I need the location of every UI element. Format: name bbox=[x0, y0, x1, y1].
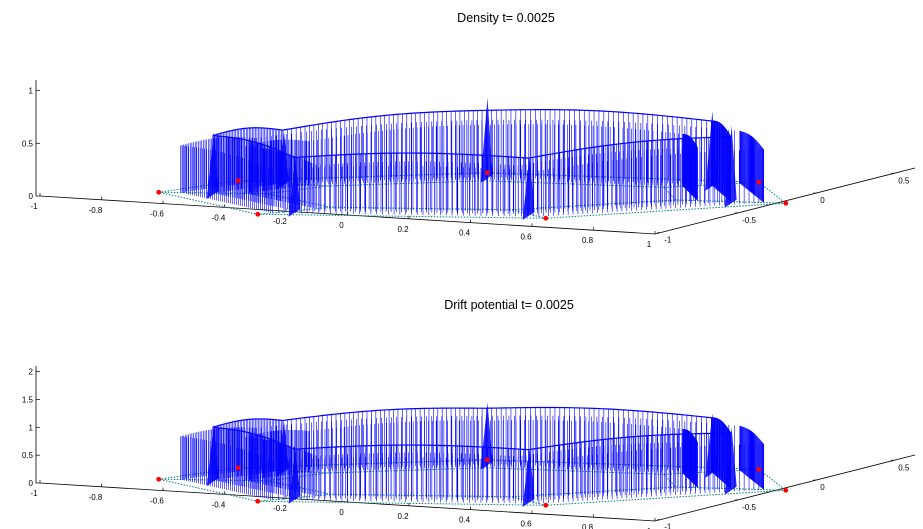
axes: -1 -0.8 -0.6 -0.4 -0.2 0 0.2 0.4 0.6 0.8 1 -1 -0.5 0 0… bbox=[22, 80, 916, 249]
x-tick-label: -0.4 bbox=[212, 500, 226, 509]
y-tick-label: -1 bbox=[664, 523, 672, 529]
hub-wedge bbox=[705, 110, 718, 191]
vertex-marker bbox=[484, 457, 490, 463]
vertex-marker bbox=[156, 189, 162, 195]
drift-potential-plot-title: Drift potential t= 0.0025 bbox=[444, 298, 574, 312]
vertex-marker bbox=[156, 476, 162, 482]
z-tick-label: 0 bbox=[29, 479, 34, 488]
hub-wedge bbox=[276, 130, 289, 190]
x-tick-label: 1 bbox=[647, 240, 652, 249]
hub-wedge bbox=[288, 158, 301, 217]
y-tick-label: 0.5 bbox=[898, 176, 910, 185]
z-tick-label: 1.5 bbox=[22, 395, 34, 404]
x-tick-label: -0.6 bbox=[150, 210, 164, 219]
x-tick-label: 0.2 bbox=[397, 512, 409, 521]
x-tick-label: 0.4 bbox=[459, 516, 471, 525]
y-tick-label: 0 bbox=[820, 196, 825, 205]
hub-wedge bbox=[522, 448, 535, 507]
z-tick-label: 1 bbox=[29, 87, 34, 96]
vertex-marker bbox=[484, 170, 490, 176]
x-tick-label: -0.2 bbox=[273, 504, 287, 513]
x-tick-label: -0.2 bbox=[273, 217, 287, 226]
hub-wedge bbox=[705, 413, 718, 478]
y-tick-label: -0.5 bbox=[742, 503, 756, 512]
stem-envelope bbox=[212, 109, 732, 159]
vertex-marker bbox=[255, 498, 261, 504]
hub-wedge bbox=[276, 420, 289, 477]
outer-ground-curve bbox=[158, 172, 788, 219]
x-tick-label: 0.4 bbox=[459, 229, 471, 238]
stem-marks bbox=[180, 97, 765, 220]
x-tick-label: -0.8 bbox=[89, 206, 103, 215]
z-tick-label: 2 bbox=[29, 368, 34, 377]
hub-wedge bbox=[522, 156, 535, 220]
outer-ground-curve bbox=[158, 459, 788, 506]
x-tick-label: 0.6 bbox=[520, 519, 532, 528]
vertex-marker bbox=[756, 179, 762, 185]
x-tick-label: 0.2 bbox=[397, 225, 409, 234]
x-tick-label: 1 bbox=[647, 527, 652, 529]
vertex-marker bbox=[235, 178, 241, 184]
hub-wedge bbox=[206, 424, 219, 486]
hub-wedge bbox=[480, 402, 493, 470]
y-tick-label: -0.5 bbox=[742, 216, 756, 225]
inner-ground-curve bbox=[266, 180, 677, 211]
hub-wedge bbox=[480, 97, 493, 183]
stem-marks bbox=[180, 402, 765, 507]
stem-envelope bbox=[212, 406, 732, 451]
hub-wedge bbox=[724, 125, 737, 208]
x-tick-label: 0.8 bbox=[582, 236, 594, 245]
x-tick-label: -0.4 bbox=[212, 213, 226, 222]
hub-wedge bbox=[288, 450, 301, 504]
x-tick-label: -0.8 bbox=[89, 493, 103, 502]
vertex-marker bbox=[543, 215, 549, 221]
vertex-marker bbox=[783, 200, 789, 206]
x-tick-label: -1 bbox=[30, 202, 38, 211]
x-tick-label: 0 bbox=[339, 221, 344, 230]
inner-ground-curve bbox=[266, 467, 677, 498]
y-tick-label: 0.5 bbox=[898, 463, 910, 472]
vertex-marker bbox=[235, 465, 241, 471]
z-tick-label: 0 bbox=[29, 192, 34, 201]
vertex-marker bbox=[756, 466, 762, 472]
z-tick-label: 0.5 bbox=[22, 139, 34, 148]
y-tick-label: 0 bbox=[820, 483, 825, 492]
z-tick-label: 0.5 bbox=[22, 451, 34, 460]
x-tick-label: 0 bbox=[339, 508, 344, 517]
vertex-marker bbox=[783, 487, 789, 493]
x-tick-label: -0.6 bbox=[150, 497, 164, 506]
vertex-markers bbox=[156, 457, 789, 508]
vertex-marker bbox=[255, 211, 261, 217]
x-tick-label: -1 bbox=[30, 489, 38, 498]
x-tick-label: 0.8 bbox=[582, 523, 594, 529]
z-tick-label: 1 bbox=[29, 423, 34, 432]
hub-wedge bbox=[206, 131, 219, 199]
drift-potential-plot: Drift potential t= 0.0025 -1 -0.8 -0.6 -0.4… bbox=[22, 298, 916, 529]
vertex-markers bbox=[156, 170, 789, 221]
vertex-marker bbox=[543, 502, 549, 508]
density-plot: Density t= 0.0025 -1 -0.8 -0.6 -0.4 -0.2 0 0.2… bbox=[22, 11, 916, 249]
density-plot-title: Density t= 0.0025 bbox=[457, 11, 555, 25]
hub-wedge bbox=[724, 427, 737, 495]
x-tick-label: 0.6 bbox=[520, 232, 532, 241]
axes: -1 -0.8 -0.6 -0.4 -0.2 0 0.2 0.4 0.6 0.8 1 -1 -0.5 0 0… bbox=[22, 366, 916, 529]
y-tick-label: -1 bbox=[664, 236, 672, 245]
